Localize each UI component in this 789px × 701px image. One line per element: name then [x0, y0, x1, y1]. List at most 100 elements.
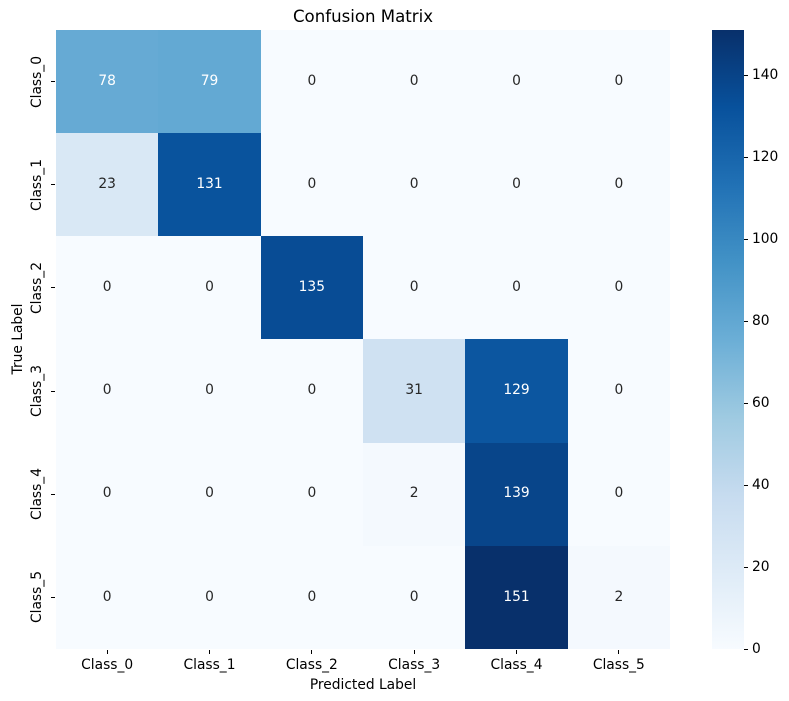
heatmap-cell: 0: [260, 442, 363, 546]
cell-annotation: 2: [614, 588, 624, 605]
colorbar-tick-mark: [744, 648, 748, 650]
cell-annotation: 129: [503, 382, 530, 399]
heatmap-cell: 23: [56, 133, 159, 237]
colorbar-tick-mark: [744, 402, 748, 404]
heatmap-cell: 139: [465, 442, 568, 546]
colorbar-tick-mark: [744, 238, 748, 240]
colorbar-tick-label: 100: [752, 231, 779, 248]
x-tick-label: Class_1: [183, 657, 236, 673]
y-tick-mark: [51, 184, 55, 186]
cell-annotation: 0: [102, 485, 112, 502]
heatmap-cell: 0: [465, 236, 568, 340]
heatmap-cell: 0: [567, 133, 670, 237]
heatmap-cell: 135: [260, 236, 363, 340]
y-tick-mark: [51, 390, 55, 392]
cell-annotation: 0: [512, 175, 521, 192]
heatmap-cell: 0: [567, 236, 670, 340]
cell-annotation: 0: [512, 72, 521, 89]
y-tick-mark: [51, 287, 55, 289]
heatmap-cell: 0: [567, 442, 670, 546]
colorbar-tick-label: 60: [752, 395, 770, 412]
cell-annotation: 0: [102, 588, 112, 605]
y-tick-mark: [51, 81, 55, 83]
cell-annotation: 0: [409, 175, 419, 192]
heatmap-cell: 0: [567, 339, 670, 443]
y-tick-label: Class_4: [29, 468, 45, 521]
cell-annotation: 23: [98, 175, 116, 192]
cell-annotation: 0: [205, 382, 214, 399]
y-tick-label: Class_5: [29, 571, 45, 624]
cell-annotation: 0: [409, 72, 419, 89]
cell-annotation: 0: [614, 485, 624, 502]
cell-annotation: 151: [503, 588, 530, 605]
heatmap-cell: 31: [363, 339, 466, 443]
x-tick-label: Class_4: [490, 657, 543, 673]
x-tick-mark: [618, 650, 620, 654]
colorbar: [712, 30, 744, 649]
x-tick-mark: [516, 650, 517, 654]
colorbar-tick-label: 120: [752, 149, 779, 166]
heatmap-cell: 0: [56, 545, 159, 649]
cell-annotation: 0: [102, 279, 112, 295]
cell-annotation: 0: [614, 72, 624, 89]
heatmap-cell: 0: [260, 339, 363, 443]
heatmap-cell: 2: [567, 545, 670, 649]
x-tick-label: Class_5: [592, 657, 645, 673]
heatmap-cell: 0: [363, 133, 466, 237]
heatmap-cell: 129: [465, 339, 568, 443]
x-tick-label: Class_3: [388, 657, 441, 673]
cell-annotation: 0: [102, 382, 112, 399]
heatmap-cell: 0: [465, 133, 568, 237]
cell-annotation: 0: [409, 588, 419, 605]
cell-annotation: 78: [98, 72, 116, 89]
colorbar-tick-mark: [744, 74, 748, 76]
heatmap-cell: 0: [260, 545, 363, 649]
heatmap-grid: 78 79 0 0 0 0 23 131 0 0 0 0 0 0 135 0 0 0 0 0 0 31 129 0 0 0 0 2 13…: [56, 30, 670, 649]
x-tick-mark: [209, 650, 210, 654]
cell-annotation: 0: [307, 485, 317, 502]
y-tick-label: Class_1: [29, 158, 45, 211]
colorbar-tick-label: 140: [752, 67, 779, 84]
cell-annotation: 0: [307, 588, 317, 605]
x-tick-mark: [413, 650, 415, 654]
cell-annotation: 0: [614, 175, 624, 192]
heatmap-cell: 0: [567, 30, 670, 134]
cell-annotation: 0: [409, 279, 419, 295]
y-tick-label: Class_2: [29, 261, 45, 314]
heatmap-cell: 0: [363, 30, 466, 134]
cell-annotation: 135: [298, 279, 325, 295]
colorbar-tick-mark: [744, 156, 748, 158]
colorbar-tick-mark: [744, 320, 748, 322]
x-tick-label: Class_2: [285, 657, 338, 673]
cell-annotation: 79: [200, 72, 219, 89]
heatmap-cell: 0: [363, 236, 466, 340]
x-tick-mark: [106, 650, 108, 654]
x-axis-label: Predicted Label: [309, 677, 417, 693]
heatmap-cell: 0: [158, 545, 261, 649]
cell-annotation: 31: [405, 382, 423, 399]
heatmap-cell: 0: [56, 236, 159, 340]
heatmap-cell: 0: [56, 339, 159, 443]
y-tick-label: Class_3: [29, 365, 45, 418]
x-tick-mark: [311, 650, 313, 654]
heatmap-cell: 131: [158, 133, 261, 237]
cell-annotation: 131: [196, 175, 223, 192]
y-tick-label: Class_0: [29, 55, 45, 108]
y-tick-mark: [51, 493, 55, 495]
x-tick-label: Class_0: [81, 657, 134, 673]
colorbar-tick-mark: [744, 484, 748, 486]
heatmap-cell: 0: [465, 30, 568, 134]
cell-annotation: 0: [307, 175, 317, 192]
heatmap-cell: 79: [158, 30, 261, 134]
heatmap-cell: 151: [465, 545, 568, 649]
heatmap-cell: 0: [158, 442, 261, 546]
heatmap-cell: 0: [158, 236, 261, 340]
heatmap-cell: 0: [363, 545, 466, 649]
heatmap-cell: 0: [260, 133, 363, 237]
chart-title: Confusion Matrix: [292, 7, 434, 26]
cell-annotation: 2: [409, 485, 419, 502]
colorbar-tick-label: 40: [752, 477, 770, 494]
cell-annotation: 0: [205, 485, 214, 502]
heatmap-cell: 2: [363, 442, 466, 546]
